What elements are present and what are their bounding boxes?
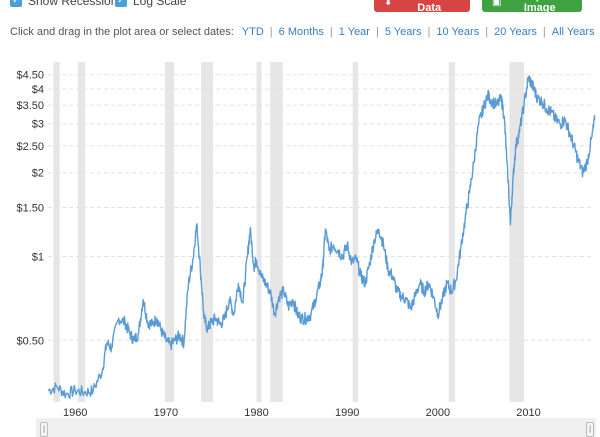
recession-band [448, 62, 456, 402]
range-20-years[interactable]: 20 Years [494, 26, 537, 38]
recession-band [164, 62, 175, 402]
image-icon: ▣ [492, 0, 502, 8]
navigator-strip[interactable] [36, 418, 596, 437]
download-icon: ⬇ [384, 0, 393, 8]
y-axis-tick-labels: $4.50 $4 $3.50 $3 $2.50 $2 $1.50 $1 $0.50 [16, 70, 44, 348]
range-prompt: Click and drag in the plot area or selec… [10, 26, 234, 38]
series-line [47, 75, 596, 399]
date-range-selector: Click and drag in the plot area or selec… [10, 26, 595, 38]
range-all-years[interactable]: All Years [551, 26, 595, 38]
recession-band [201, 62, 214, 402]
x-tick-label: 2010 [516, 407, 540, 418]
range-separator: | [329, 26, 333, 38]
x-tick-label: 1960 [63, 407, 87, 418]
check-icon: ✓ [117, 0, 125, 6]
show-recessions-checkbox[interactable]: ✓ [10, 0, 22, 7]
range-5-years[interactable]: 5 Years [384, 26, 422, 38]
y-tick-label: $2.50 [16, 141, 44, 153]
x-tick-label: 2000 [426, 407, 450, 418]
y-tick-label: $0.50 [16, 335, 44, 347]
range-separator: | [427, 26, 431, 38]
range-separator: | [269, 26, 273, 38]
recession-bands [53, 62, 524, 402]
log-scale-label: Log Scale [133, 0, 187, 8]
range-separator: | [485, 26, 489, 38]
x-tick-label: 1970 [154, 407, 178, 418]
y-tick-label: $2 [32, 168, 44, 180]
range-10-years[interactable]: 10 Years [436, 26, 480, 38]
series-lines [47, 75, 596, 399]
log-scale-toggle[interactable]: ✓ Log Scale [115, 0, 186, 8]
recession-band [256, 62, 262, 402]
navigator-right-handle[interactable]: | [586, 422, 594, 437]
x-tick-label: 1990 [335, 407, 359, 418]
y-tick-label: $4 [32, 84, 44, 96]
x-tick-label: 1980 [244, 407, 268, 418]
y-tick-label: $3.50 [16, 100, 44, 112]
range-separator: | [542, 26, 546, 38]
download-data-label: Download Data [403, 0, 456, 14]
range-separator: | [375, 26, 379, 38]
export-image-button[interactable]: ▣ Export Image [482, 0, 582, 14]
export-image-label: Export Image [522, 0, 557, 14]
x-axis-tick-labels: 1960 1970 1980 1990 2000 2010 [63, 407, 541, 418]
top-controls: ✓ Show Recessions ✓ Log Scale ⬇ Download… [0, 0, 600, 16]
download-data-button[interactable]: ⬇ Download Data [374, 0, 470, 14]
y-tick-label: $4.50 [16, 70, 44, 82]
range-1-year[interactable]: 1 Year [338, 26, 370, 38]
range-ytd[interactable]: YTD [241, 26, 264, 38]
range-6-months[interactable]: 6 Months [278, 26, 324, 38]
show-recessions-label: Show Recessions [28, 0, 124, 8]
recession-band [352, 62, 359, 402]
y-tick-label: $1 [32, 252, 44, 264]
recession-band [53, 62, 60, 402]
navigator-left-handle[interactable]: | [40, 422, 48, 437]
y-tick-label: $3 [32, 119, 44, 131]
price-chart[interactable]: $4.50$4$3.50$3$2.50$2$1.50$1$0.50 1960 19… [0, 50, 600, 418]
recession-band [509, 62, 524, 402]
log-scale-checkbox[interactable]: ✓ [115, 0, 127, 7]
recession-band [77, 62, 86, 402]
check-icon: ✓ [12, 0, 20, 6]
y-tick-label: $1.50 [16, 202, 44, 214]
show-recessions-toggle[interactable]: ✓ Show Recessions [10, 0, 123, 8]
recession-band [270, 62, 283, 402]
